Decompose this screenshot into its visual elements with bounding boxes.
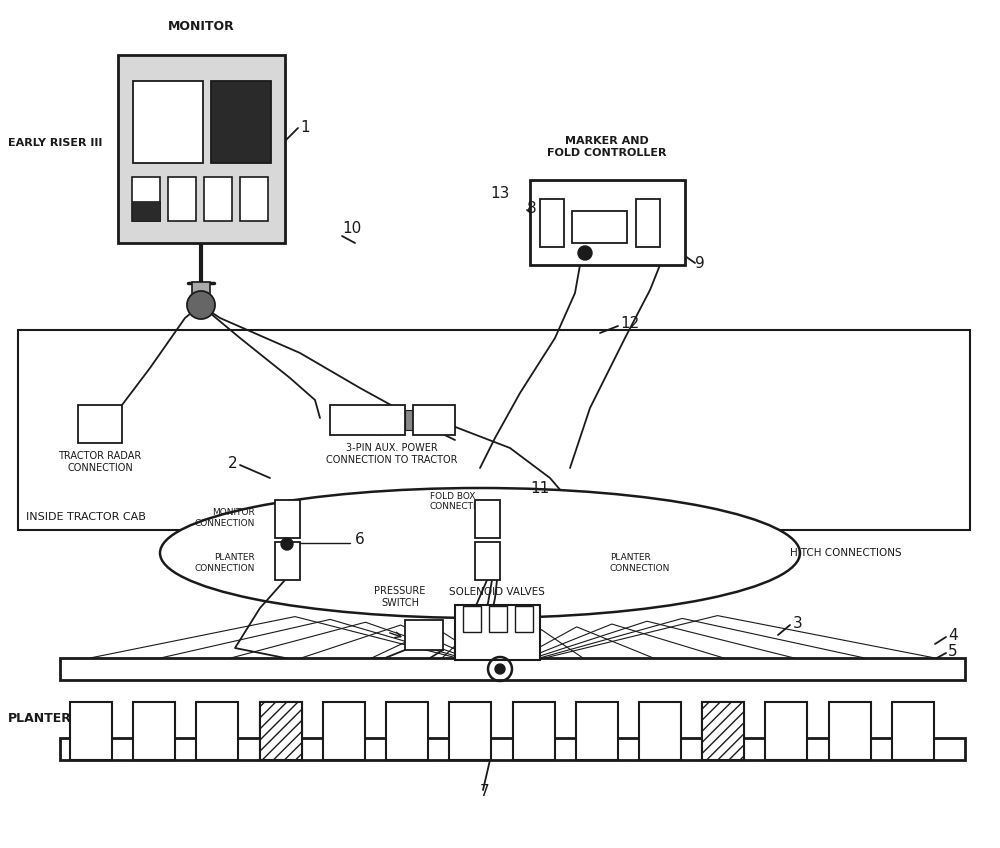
Text: PLANTER: PLANTER [8,711,72,724]
Bar [475,500,500,538]
Bar [323,702,365,760]
Text: 1: 1 [300,120,310,136]
Bar [829,702,871,760]
Bar [132,201,160,221]
Bar [18,330,970,530]
Bar [196,702,238,760]
Bar [512,702,554,760]
Text: MONITOR: MONITOR [168,20,234,33]
Ellipse shape [160,488,800,618]
Bar [540,199,564,247]
Bar [60,738,965,760]
Text: 2: 2 [228,456,238,471]
Text: 3: 3 [793,616,803,631]
Text: PLANTER
CONNECTION: PLANTER CONNECTION [610,553,670,572]
Bar [765,702,807,760]
Text: SOLENOID VALVES: SOLENOID VALVES [449,587,545,597]
Bar [330,405,405,435]
Bar [386,702,428,760]
Text: 3-PIN AUX. POWER
CONNECTION TO TRACTOR: 3-PIN AUX. POWER CONNECTION TO TRACTOR [326,443,458,465]
Bar [168,177,196,221]
Bar [413,405,455,435]
Text: FOLD BOX
CONNECTION: FOLD BOX CONNECTION [430,492,490,511]
Bar [455,605,540,660]
Text: 9: 9 [695,256,705,271]
Bar [449,702,491,760]
Bar [133,81,203,163]
Circle shape [187,291,215,319]
Bar [572,211,627,243]
Bar [78,405,122,443]
Text: 12: 12 [620,316,639,331]
Bar [118,55,285,243]
Bar [475,542,500,580]
Bar [530,180,685,265]
Bar [133,702,175,760]
Circle shape [281,538,293,550]
Bar [405,620,443,650]
Text: 6: 6 [355,532,365,547]
Text: EARLY RISER III: EARLY RISER III [8,138,102,148]
Bar [204,177,232,221]
Text: 7: 7 [480,784,490,799]
Bar [639,702,681,760]
Text: HITCH CONNECTIONS: HITCH CONNECTIONS [790,548,902,558]
Bar [211,81,271,163]
Text: 5: 5 [948,644,958,659]
Bar [515,606,533,632]
Bar [192,282,210,296]
Text: PLANTER
CONNECTION: PLANTER CONNECTION [195,553,255,572]
Bar [240,177,268,221]
Bar [489,606,507,632]
Text: 11: 11 [530,481,549,496]
Text: 4: 4 [948,628,958,643]
Bar [636,199,660,247]
Text: 8: 8 [527,201,537,216]
Bar [260,702,302,760]
Bar [463,606,481,632]
Bar [576,702,618,760]
Bar [275,500,300,538]
Bar [260,702,302,760]
Text: 13: 13 [490,186,509,201]
Bar [132,177,160,221]
Bar [892,702,934,760]
Text: INSIDE TRACTOR CAB: INSIDE TRACTOR CAB [26,512,146,522]
Bar [702,702,744,760]
Bar [60,658,965,680]
Text: TRACTOR RADAR
CONNECTION: TRACTOR RADAR CONNECTION [58,451,142,472]
Text: PRESSURE
SWITCH: PRESSURE SWITCH [374,587,426,608]
Circle shape [578,246,592,260]
Circle shape [495,664,505,674]
Bar [70,702,112,760]
Text: MONITOR
CONNECTION: MONITOR CONNECTION [195,508,255,527]
Text: MARKER AND
FOLD CONTROLLER: MARKER AND FOLD CONTROLLER [547,137,667,158]
Bar [405,410,413,430]
Text: 10: 10 [342,221,361,236]
Bar [275,542,300,580]
Bar [702,702,744,760]
